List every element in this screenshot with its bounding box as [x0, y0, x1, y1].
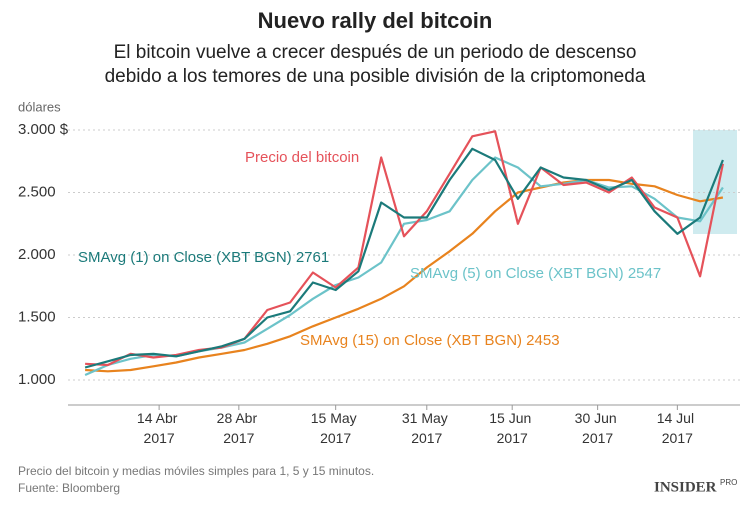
logo-sup: PRO	[720, 478, 737, 487]
x-tick-label: 14 Jul 2017	[657, 410, 698, 446]
series-line	[84, 147, 724, 369]
y-tick-label: 1.500	[18, 308, 56, 325]
x-tick-label: 15 May 2017	[311, 410, 361, 446]
y-tick-label: 1.000	[18, 371, 56, 388]
x-tick-label: 30 Jun 2017	[575, 410, 621, 446]
x-tick-label: 28 Abr 2017	[217, 410, 261, 446]
y-tick-label: 2.000	[18, 246, 56, 263]
source: Fuente: Bloomberg	[18, 481, 120, 495]
x-tick-label: 15 Jun 2017	[489, 410, 535, 446]
x-tick-label: 31 May 2017	[402, 410, 452, 446]
series-label: SMAvg (1) on Close (XBT BGN) 2761	[78, 249, 329, 266]
y-tick-label: 2.500	[18, 183, 56, 200]
y-tick-label: 3.000 $	[18, 121, 69, 138]
series-label: SMAvg (5) on Close (XBT BGN) 2547	[410, 265, 661, 282]
series-label: Precio del bitcoin	[245, 149, 359, 166]
logo: INSIDER	[654, 479, 717, 495]
series-label: SMAvg (15) on Close (XBT BGN) 2453	[300, 332, 560, 349]
note: Precio del bitcoin y medias móviles simp…	[18, 464, 374, 478]
x-tick-label: 14 Abr 2017	[137, 410, 181, 446]
chart-subtitle: El bitcoin vuelve a crecer después de un…	[114, 42, 637, 63]
chart-subtitle: debido a los temores de una posible divi…	[105, 66, 646, 87]
chart-title: Nuevo rally del bitcoin	[258, 8, 493, 33]
series-line	[85, 178, 724, 373]
y-axis-label: dólares	[18, 99, 61, 114]
